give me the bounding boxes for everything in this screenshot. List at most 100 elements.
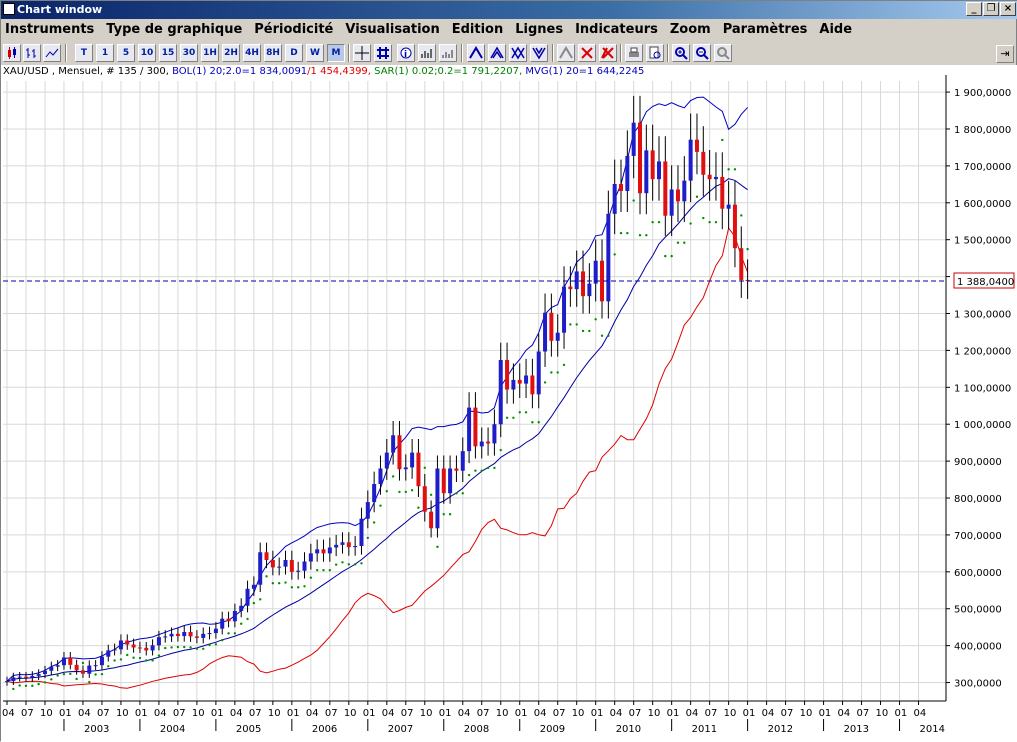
sar-dot xyxy=(461,492,464,495)
fibo-icon[interactable] xyxy=(530,44,548,62)
period-4h-button[interactable]: 4H xyxy=(243,44,261,62)
print-icon[interactable] xyxy=(625,44,643,62)
x-tick-label: 01 xyxy=(895,708,908,719)
menu-settings[interactable]: Paramètres xyxy=(722,21,808,37)
candle-body xyxy=(435,468,440,529)
sar-dot xyxy=(81,661,85,665)
zoom-reset-icon[interactable] xyxy=(714,44,732,62)
period-2h-button[interactable]: 2H xyxy=(222,44,240,62)
candle-body xyxy=(36,674,41,676)
dock-icon[interactable]: ⇥ xyxy=(996,45,1014,63)
channel-icon[interactable] xyxy=(488,44,506,62)
period-5-button[interactable]: 5 xyxy=(117,44,135,62)
sar-dot xyxy=(328,568,332,572)
period-10-button[interactable]: 10 xyxy=(138,44,156,62)
x-tick-label: 01 xyxy=(743,708,756,719)
sar-dot xyxy=(740,214,743,217)
sar-dot xyxy=(341,561,344,564)
candle-body xyxy=(422,486,427,512)
sar-dot xyxy=(277,582,281,585)
period-t-button[interactable]: T xyxy=(75,44,93,62)
x-tick-label: 07 xyxy=(629,708,642,719)
sar-dot xyxy=(436,545,439,549)
close-button[interactable]: × xyxy=(1000,2,1016,16)
x-year-label: 2004 xyxy=(160,724,185,735)
delete-all-icon[interactable] xyxy=(599,44,617,62)
sar-dot xyxy=(448,513,452,516)
sar-dot xyxy=(296,586,300,589)
price-chart[interactable]: 300,0000 400,0000 500,0000 600,0000 700,0000… xyxy=(1,65,1017,742)
menu-bar: Instruments Type de graphique Périodicit… xyxy=(1,19,1017,39)
sar-dot xyxy=(176,645,180,649)
candle-body xyxy=(625,155,630,191)
candle-body xyxy=(334,544,339,548)
candle-body xyxy=(258,552,263,585)
period-m-button[interactable]: M xyxy=(327,44,345,62)
candle-body xyxy=(277,566,282,568)
sar-dot xyxy=(721,138,724,142)
grid-icon[interactable] xyxy=(374,44,392,62)
menu-help[interactable]: Aide xyxy=(819,21,853,37)
volume-icon[interactable] xyxy=(439,44,457,62)
sar-dot xyxy=(145,659,148,662)
menu-periodicity[interactable]: Périodicité xyxy=(254,21,334,37)
x-tick-label: 04 xyxy=(2,708,15,719)
candle-body xyxy=(131,644,136,648)
candle-body xyxy=(650,150,655,180)
sar-dot xyxy=(31,684,34,688)
period-w-button[interactable]: W xyxy=(306,44,324,62)
menu-zoom[interactable]: Zoom xyxy=(669,21,711,37)
trendline-icon[interactable] xyxy=(467,44,485,62)
menu-instruments[interactable]: Instruments xyxy=(5,21,95,37)
histogram-icon[interactable] xyxy=(418,44,436,62)
candle-body xyxy=(644,150,649,194)
candle-body xyxy=(55,665,60,667)
sar-dot xyxy=(94,673,97,676)
bars-icon[interactable] xyxy=(23,44,41,62)
print-preview-icon[interactable] xyxy=(646,44,664,62)
menu-lines[interactable]: Lignes xyxy=(515,21,564,37)
period-1h-button[interactable]: 1H xyxy=(201,44,219,62)
sar-dot xyxy=(353,563,357,566)
period-8h-button[interactable]: 8H xyxy=(264,44,282,62)
x-tick-label: 04 xyxy=(610,708,623,719)
x-tick-label: 04 xyxy=(534,708,547,719)
period-15-button[interactable]: 15 xyxy=(159,44,177,62)
minimize-button[interactable]: _ xyxy=(966,2,982,16)
fan-icon[interactable] xyxy=(509,44,527,62)
info-icon[interactable]: i xyxy=(397,44,415,62)
select-lines-icon[interactable] xyxy=(557,44,575,62)
restore-button[interactable]: ❐ xyxy=(983,2,999,16)
x-year-label: 2011 xyxy=(692,724,717,735)
x-tick-label: 07 xyxy=(553,708,566,719)
crosshair-icon[interactable] xyxy=(353,44,371,62)
title-bar[interactable]: Chart window _ ❐ × xyxy=(1,1,1017,19)
menu-edit[interactable]: Edition xyxy=(451,21,504,37)
candle-body xyxy=(125,640,130,645)
zoom-out-icon[interactable] xyxy=(693,44,711,62)
candle-body xyxy=(694,139,699,152)
menu-chart-type[interactable]: Type de graphique xyxy=(106,21,243,37)
x-year-label: 2014 xyxy=(920,724,945,735)
candle-body xyxy=(713,176,718,180)
sar-dot xyxy=(24,684,28,688)
line-chart-icon[interactable] xyxy=(43,44,61,62)
candles-icon[interactable] xyxy=(3,44,21,62)
sar-dot xyxy=(157,654,161,657)
candle-body xyxy=(587,283,592,297)
zoom-in-icon[interactable] xyxy=(672,44,690,62)
period-30-button[interactable]: 30 xyxy=(180,44,198,62)
candle-body xyxy=(479,441,484,447)
period-1-button[interactable]: 1 xyxy=(96,44,114,62)
chart-area[interactable]: 300,0000 400,0000 500,0000 600,0000 700,0000… xyxy=(1,65,1017,742)
delete-line-icon[interactable] xyxy=(578,44,596,62)
menu-indicators[interactable]: Indicateurs xyxy=(575,21,658,37)
candle-body xyxy=(365,502,370,519)
x-tick-label: 04 xyxy=(914,708,927,719)
sar-dot xyxy=(442,513,445,516)
candle-body xyxy=(169,633,174,637)
sar-dot xyxy=(524,411,528,414)
period-d-button[interactable]: D xyxy=(285,44,303,62)
menu-view[interactable]: Visualisation xyxy=(345,21,440,37)
candle-body xyxy=(517,379,522,384)
